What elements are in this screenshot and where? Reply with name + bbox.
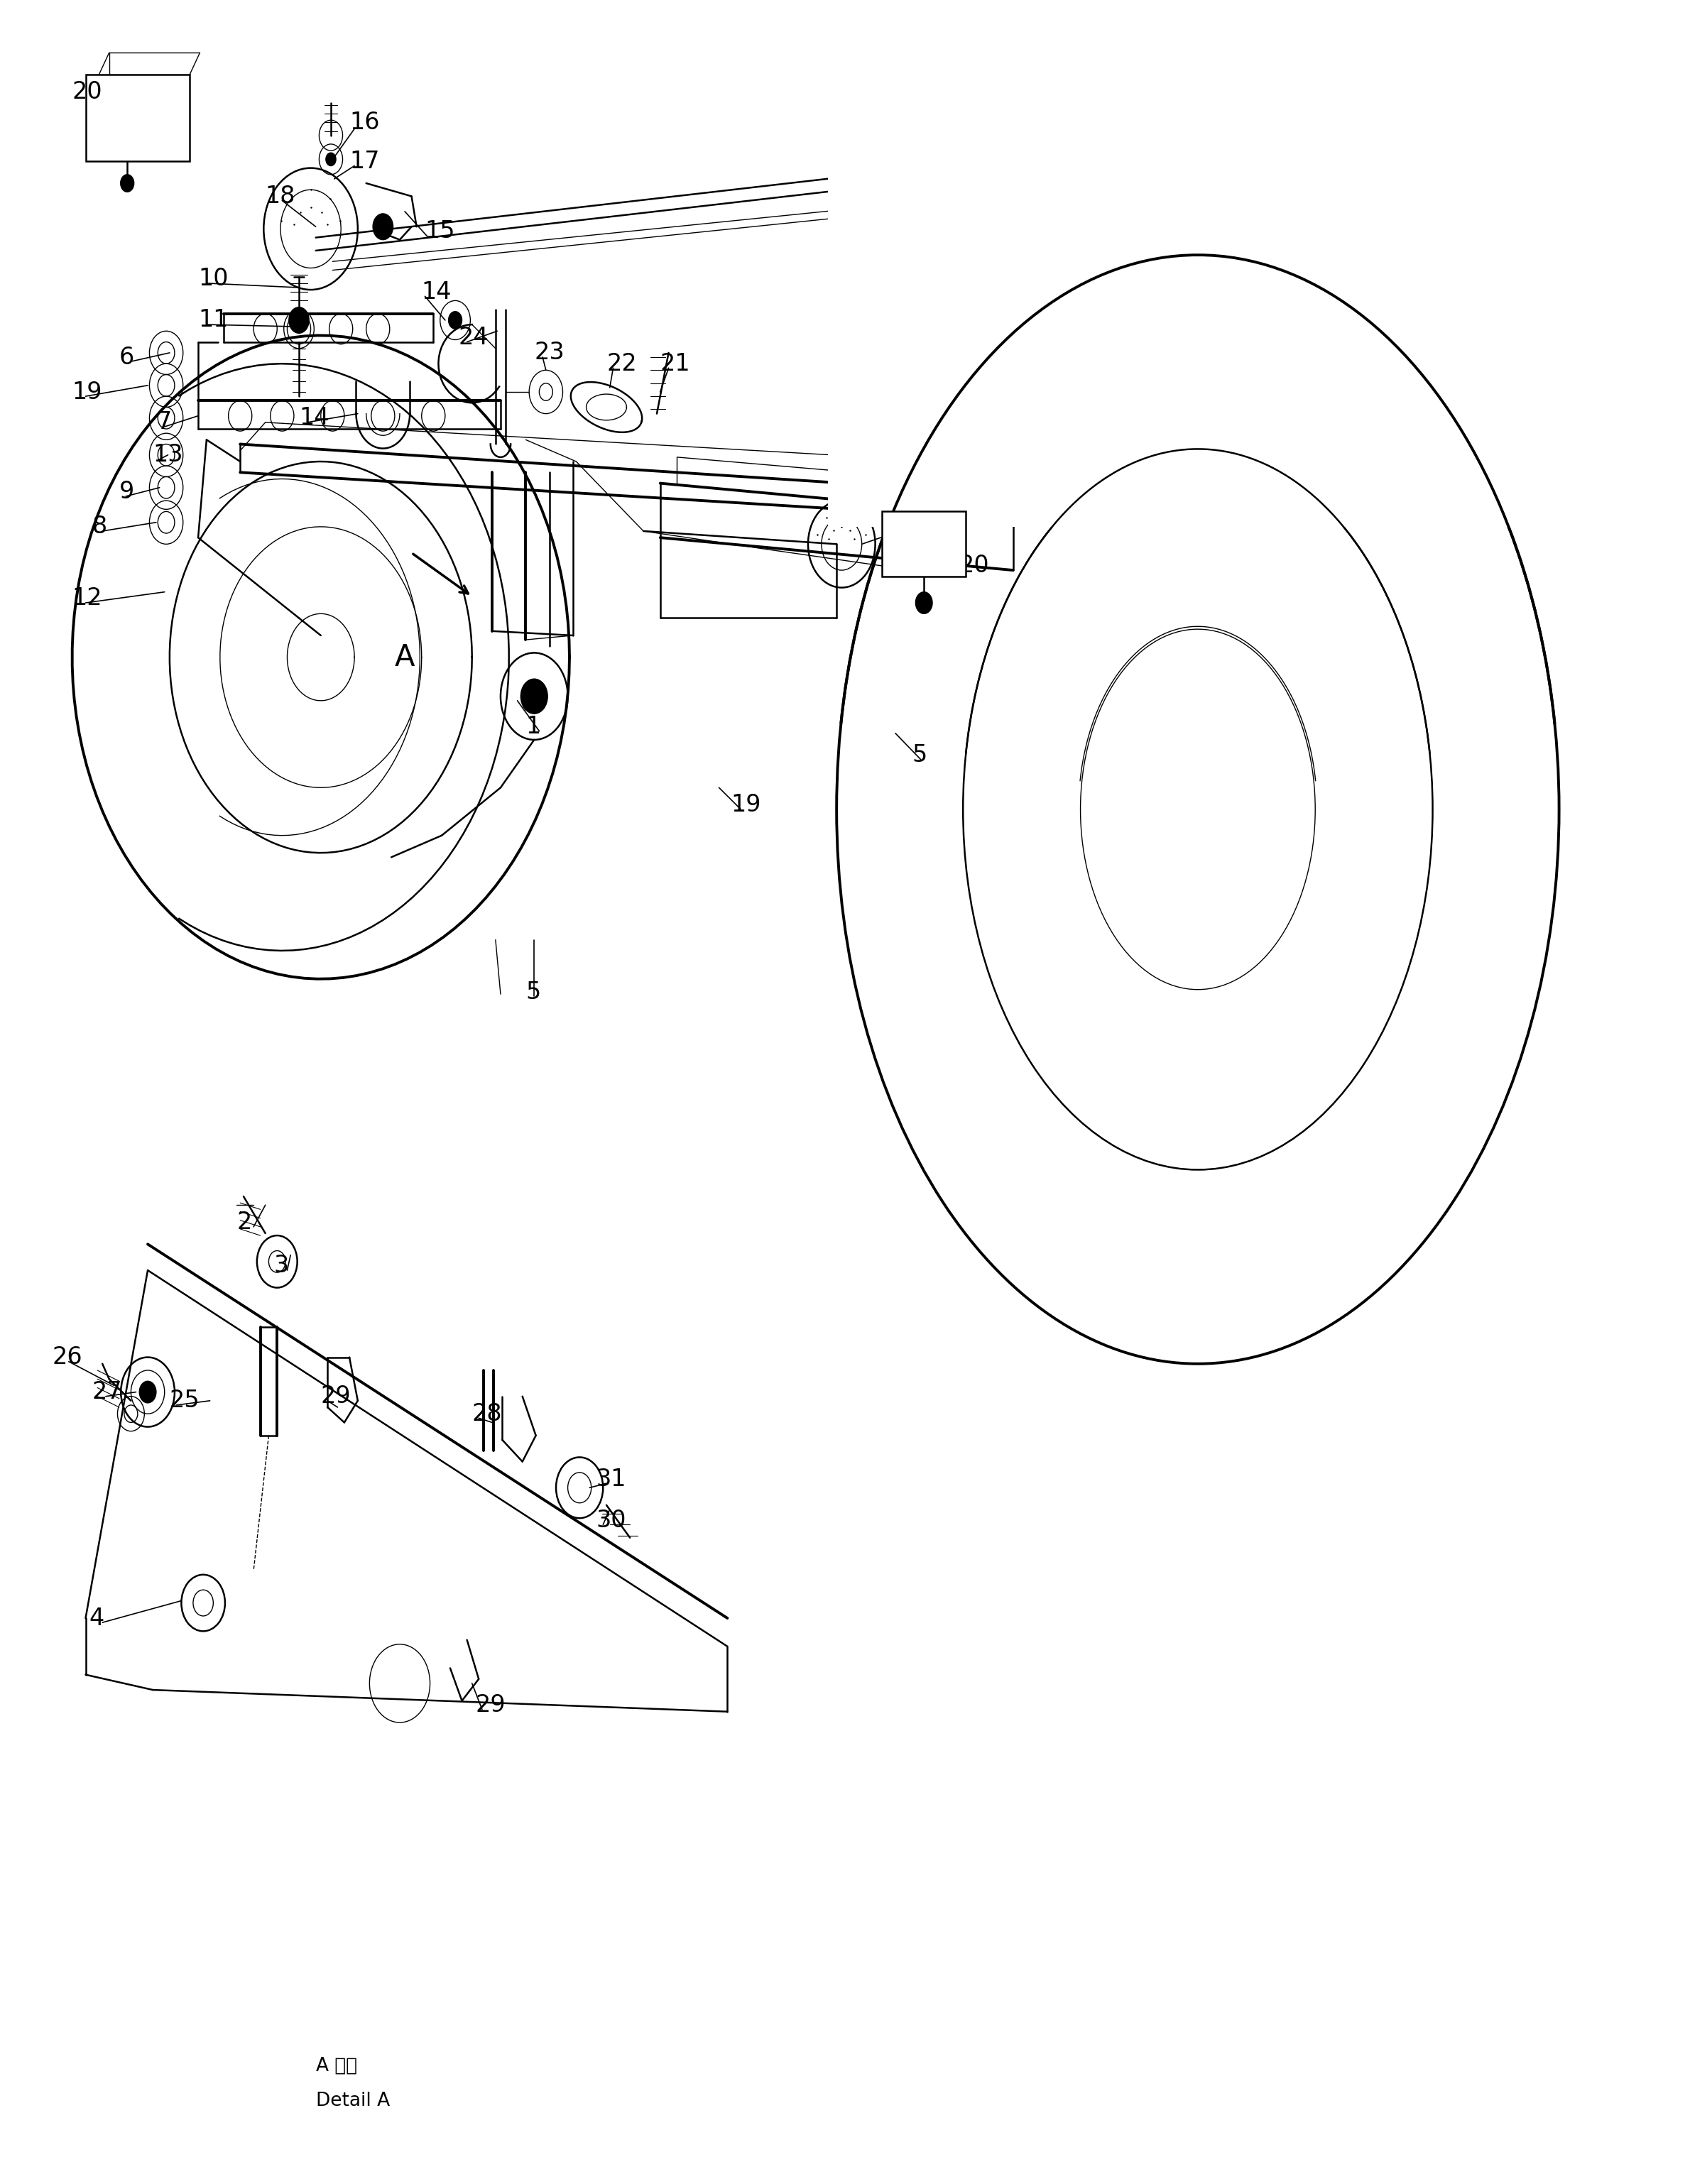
Text: 14: 14: [299, 406, 330, 430]
Text: 14: 14: [421, 280, 451, 304]
Text: 13: 13: [152, 443, 183, 467]
Text: 18: 18: [265, 183, 296, 207]
FancyBboxPatch shape: [86, 74, 189, 162]
Text: 27: 27: [93, 1380, 123, 1404]
Text: 11: 11: [198, 308, 228, 332]
Text: 7: 7: [155, 411, 171, 435]
FancyBboxPatch shape: [828, 0, 1690, 526]
Text: 30: 30: [597, 1509, 627, 1531]
Text: 20: 20: [73, 81, 103, 103]
Text: 20: 20: [960, 555, 990, 577]
Circle shape: [373, 214, 394, 240]
Text: 24: 24: [458, 325, 488, 349]
Circle shape: [916, 592, 933, 614]
Text: 29: 29: [475, 1693, 505, 1717]
Circle shape: [521, 679, 548, 714]
Circle shape: [448, 312, 461, 330]
Text: 8: 8: [93, 515, 106, 539]
FancyBboxPatch shape: [882, 511, 967, 577]
Text: 3: 3: [274, 1254, 289, 1278]
Text: 28: 28: [472, 1402, 502, 1426]
Text: 18: 18: [904, 511, 935, 535]
Text: 4: 4: [90, 1607, 105, 1629]
Ellipse shape: [963, 450, 1433, 1171]
Text: Detail A: Detail A: [316, 2092, 390, 2110]
Circle shape: [139, 1380, 155, 1402]
Text: 23: 23: [534, 341, 564, 365]
Text: 29: 29: [1592, 72, 1622, 94]
Text: 5: 5: [913, 743, 928, 767]
Text: 19: 19: [73, 380, 103, 404]
Text: 6: 6: [120, 345, 134, 369]
Text: 1: 1: [526, 714, 541, 738]
Text: 16: 16: [350, 111, 380, 133]
Text: 31: 31: [597, 1468, 627, 1492]
Text: 9: 9: [120, 480, 134, 505]
Text: 17: 17: [350, 151, 380, 173]
Text: 26: 26: [52, 1345, 83, 1369]
Text: 21: 21: [661, 352, 691, 376]
Text: 2: 2: [237, 1210, 252, 1234]
Text: 25: 25: [169, 1389, 199, 1413]
Text: 29: 29: [321, 1385, 352, 1409]
Text: 22: 22: [607, 352, 637, 376]
Circle shape: [289, 308, 309, 334]
Text: A: A: [395, 642, 416, 673]
Ellipse shape: [1080, 629, 1315, 989]
Text: 15: 15: [424, 218, 455, 242]
Text: 5: 5: [526, 981, 541, 1005]
Text: 12: 12: [73, 587, 103, 609]
Text: 10: 10: [198, 266, 228, 290]
Circle shape: [120, 175, 134, 192]
Circle shape: [326, 153, 336, 166]
Ellipse shape: [837, 256, 1560, 1363]
Text: 19: 19: [730, 793, 761, 817]
Text: A 詳細: A 詳細: [316, 2057, 357, 2075]
